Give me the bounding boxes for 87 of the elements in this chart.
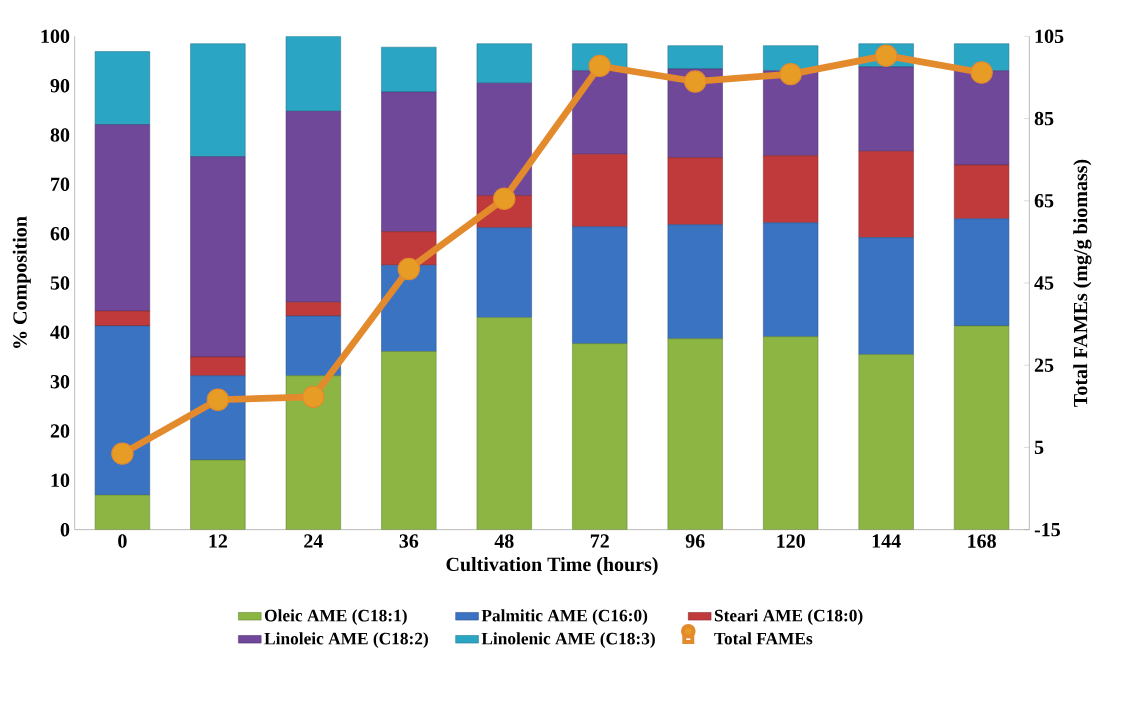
bar	[763, 155, 819, 224]
x-tick-label: 144	[872, 534, 901, 548]
x-tick-label: 12	[209, 534, 228, 548]
bar	[190, 156, 246, 358]
y2-tick-label: 65	[1034, 194, 1054, 208]
point	[302, 385, 325, 409]
bar	[572, 226, 628, 344]
bar	[763, 336, 819, 530]
bar	[381, 91, 437, 232]
y2-tick-label: 105	[1035, 29, 1064, 44]
bar	[381, 351, 437, 530]
y-tick-label: 10	[51, 473, 70, 488]
x-tick-label: 96	[685, 534, 705, 548]
bar	[858, 237, 914, 355]
bar	[572, 70, 628, 155]
bar	[476, 227, 532, 318]
point	[970, 61, 993, 84]
bar	[667, 338, 723, 530]
y-tick-label: 30	[50, 374, 70, 389]
bar	[763, 70, 819, 156]
y-tick-label: 100	[41, 29, 70, 44]
bar	[476, 43, 532, 84]
x-tick-label: 48	[494, 534, 514, 548]
legend-label: Linolenic AME (C18:3)	[481, 632, 655, 648]
legend-label: Linoleic AME (C18:2)	[264, 632, 428, 648]
bar	[763, 222, 819, 338]
y-tick-label: 50	[50, 276, 70, 290]
bar	[285, 301, 341, 317]
bar	[285, 315, 341, 376]
point	[111, 442, 134, 465]
bar	[190, 459, 246, 530]
point	[779, 62, 802, 86]
y2-tick-label: -15	[1034, 522, 1060, 537]
y2-tick-label: 5	[1034, 440, 1044, 455]
bar	[858, 151, 914, 238]
y2-tick-label: 25	[1034, 358, 1054, 372]
bar	[381, 46, 437, 93]
bar	[476, 317, 532, 530]
legend-label: Oleic AME (C18:1)	[264, 609, 407, 625]
x-tick-label: 72	[590, 534, 609, 548]
bar	[190, 356, 246, 376]
bar	[94, 124, 151, 312]
y-tick-label: 70	[51, 177, 70, 192]
bar	[94, 494, 151, 530]
bar	[476, 82, 532, 196]
bar	[190, 43, 246, 157]
bar	[94, 51, 151, 125]
point	[684, 70, 707, 93]
bar	[954, 218, 1010, 327]
bar	[285, 111, 341, 303]
y-tick-label: 0	[60, 522, 70, 537]
bar	[285, 36, 341, 112]
bar	[954, 70, 1010, 166]
y2-tick-label: 85	[1034, 111, 1054, 126]
y-tick-label: 40	[50, 325, 70, 340]
bar	[285, 375, 341, 530]
x-tick-label: 120	[777, 534, 805, 548]
x-tick-label: 168	[968, 534, 996, 548]
bar	[954, 164, 1010, 220]
y-tick-label: 90	[50, 78, 70, 93]
x-tick-label: 0	[118, 534, 127, 548]
bar	[94, 310, 151, 327]
y2-axis-title: Total FAMEs (mg/g biomass)	[1073, 159, 1092, 407]
bar	[572, 153, 628, 228]
x-axis-title: Cultivation Time (hours)	[446, 557, 658, 576]
bar	[858, 66, 914, 152]
bar	[667, 224, 723, 339]
bar	[858, 354, 914, 530]
y2-tick-label: 45	[1034, 276, 1054, 290]
bar	[954, 325, 1010, 530]
legend-label: Palmitic AME (C16:0)	[481, 609, 648, 625]
y-tick-label: 80	[50, 128, 70, 142]
y-axis-title: % Composition	[12, 216, 31, 348]
y-tick-label: 60	[50, 226, 70, 241]
point	[397, 257, 421, 281]
bar	[667, 45, 723, 70]
x-tick-label: 24	[304, 534, 323, 548]
bar	[667, 157, 723, 226]
x-tick-label: 36	[399, 534, 419, 548]
point	[874, 44, 898, 67]
bar	[572, 343, 628, 530]
legend-label: Steari AME (C18:0)	[714, 609, 863, 625]
point	[493, 187, 516, 210]
point	[206, 388, 230, 411]
y-tick-label: 20	[50, 424, 70, 438]
bar	[94, 325, 151, 496]
legend-label: Total FAMEs	[714, 632, 813, 645]
